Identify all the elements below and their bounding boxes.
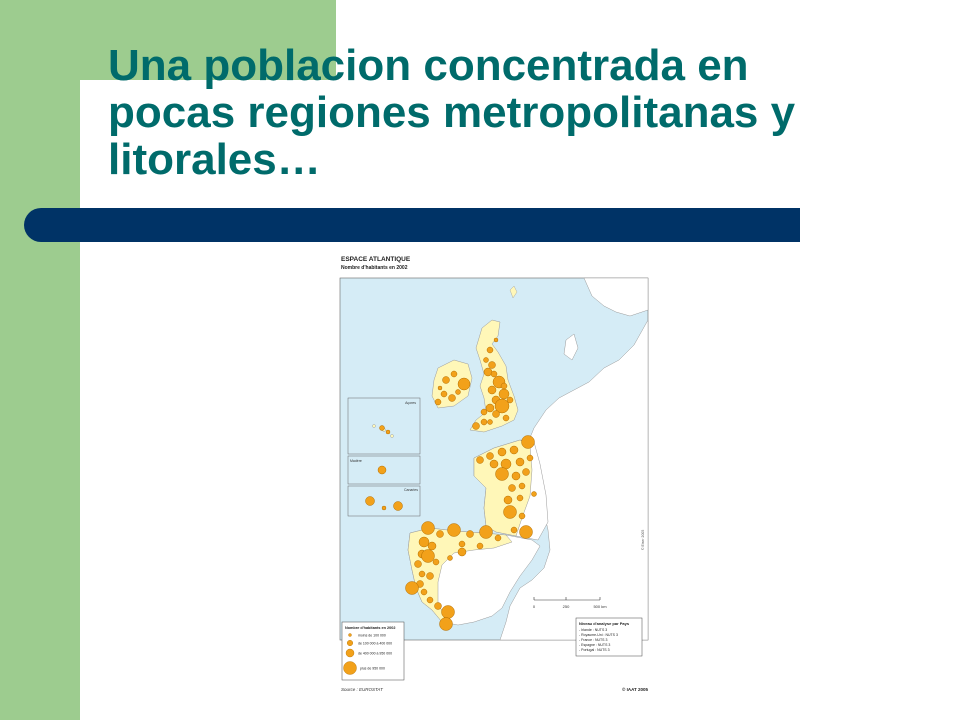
green-side-bar — [0, 0, 80, 720]
map-copyright: © IAAT 2005 — [622, 686, 648, 692]
legend-title: Nombre d'habitants en 2002 — [345, 626, 396, 630]
scale-label-500: 500 km — [593, 604, 607, 609]
title-divider-bar — [24, 208, 800, 242]
inset-canarias-label: Canaries — [404, 488, 418, 492]
inset-azores-label: Açores — [405, 401, 416, 405]
inset-madeira-label: Madère — [350, 459, 362, 463]
legend-class-2: de 100 000 à 400 000 — [358, 642, 392, 646]
analysis-row-5: - Portugal : NUTS 3 — [579, 648, 610, 652]
shetland-land — [509, 285, 518, 299]
slide-title: Una poblacion concentrada en pocas regio… — [108, 42, 908, 183]
rounded-corner — [80, 80, 200, 200]
legend-symbol-large — [345, 648, 355, 658]
legend-symbol-xlarge — [343, 661, 357, 675]
analysis-row-3: - France : NUTS 3 — [579, 638, 607, 642]
scale-bar: 0 250 500 km — [533, 597, 607, 609]
denmark-land — [563, 333, 579, 361]
map-legend: Nombre d'habitants en 2002 moins de 100 … — [341, 621, 405, 681]
map-subtitle: Nombre d'habitants en 2002 — [341, 265, 408, 271]
analysis-title: Niveau d'analyse par Pays — [579, 621, 630, 626]
map-svg: ESPACE ATLANTIQUE Nombre d'habitants en … — [339, 256, 649, 692]
analysis-box: Niveau d'analyse par Pays - Irlande : NU… — [575, 617, 643, 657]
scale-label-250: 250 — [563, 604, 570, 609]
legend-class-1: moins de 100 000 — [358, 634, 386, 638]
legend-symbol-small — [348, 633, 352, 637]
analysis-row-4: - Espagne : NUTS 3 — [579, 643, 610, 647]
green-top-band — [80, 0, 336, 80]
inset-canarias: Canaries — [347, 485, 421, 517]
title-line-1: Una poblacion concentrada en — [108, 41, 749, 90]
scale-label-0: 0 — [533, 604, 536, 609]
legend-class-3: de 400 000 à 950 000 — [358, 652, 392, 656]
legend-class-4: plus de 950 000 — [360, 667, 385, 671]
atlantic-population-map: ESPACE ATLANTIQUE Nombre d'habitants en … — [334, 250, 654, 700]
analysis-row-2: - Royaume-Uni : NUTS 3 — [579, 633, 618, 637]
title-line-3: litorales… — [108, 135, 321, 184]
side-credit: © Eiser 2005 — [641, 530, 645, 550]
analysis-row-1: - Irlande : NUTS 3 — [579, 628, 607, 632]
population-bubbles — [365, 337, 537, 631]
legend-symbol-medium — [346, 640, 353, 647]
map-source: Source : EUROSTAT — [341, 687, 384, 692]
map-title: ESPACE ATLANTIQUE — [341, 256, 411, 263]
inset-azores: Açores — [347, 397, 421, 455]
title-line-2: pocas regiones metropolitanas y — [108, 88, 796, 137]
scandinavia-land — [583, 277, 649, 317]
